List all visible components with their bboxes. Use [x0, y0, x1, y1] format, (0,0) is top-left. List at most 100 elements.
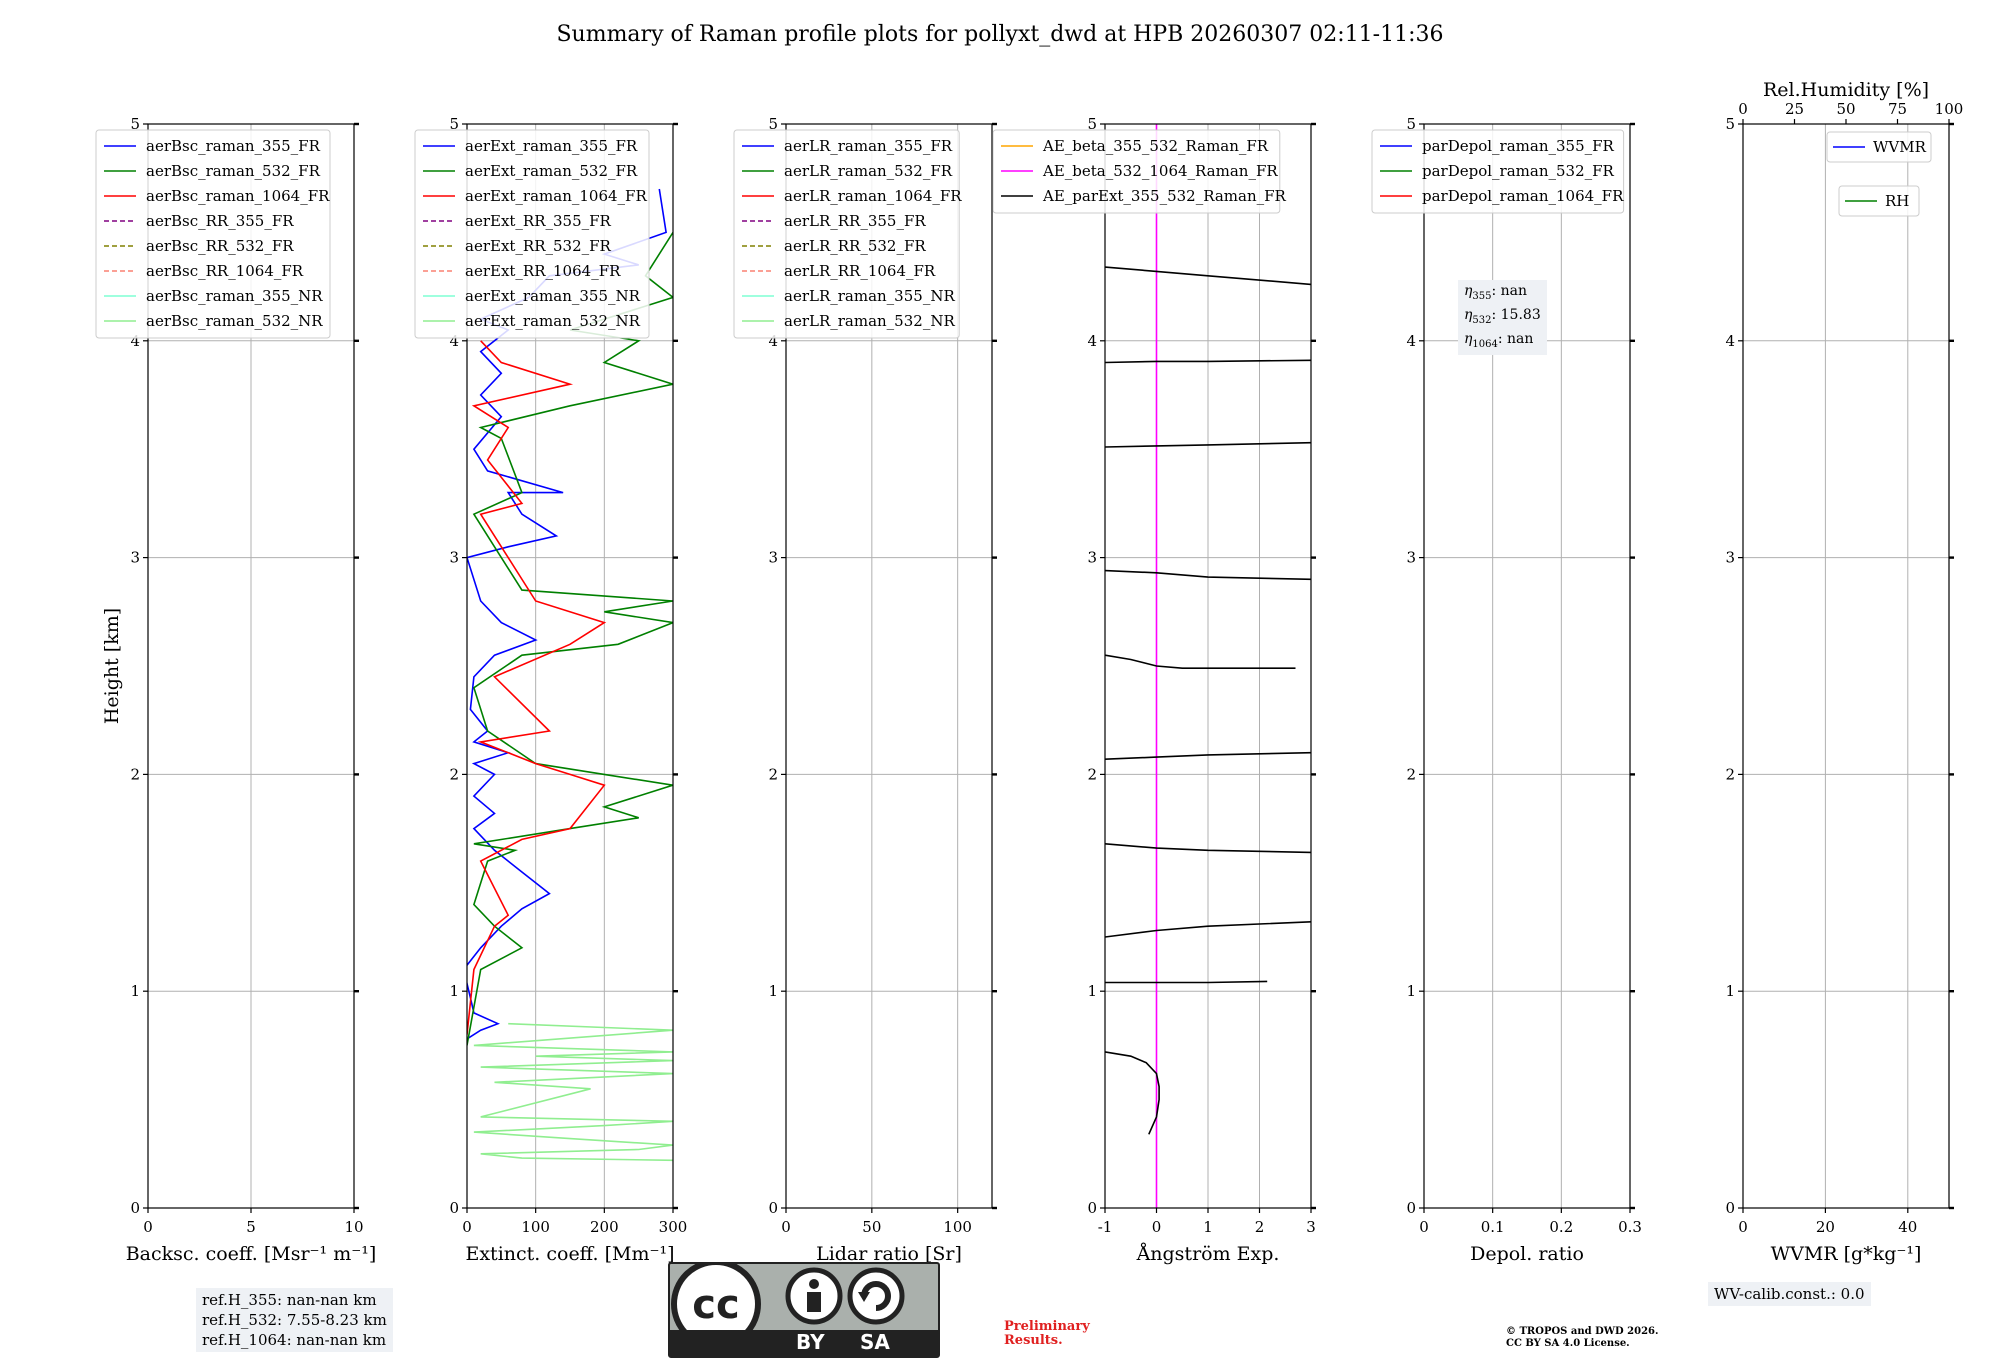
x-tick-label: 0	[1419, 1218, 1429, 1236]
x-axis-label: Ångström Exp.	[1136, 1243, 1280, 1265]
legend-box	[733, 129, 960, 339]
ref-height-355: ref.H_355: nan-nan km	[202, 1291, 377, 1309]
axes-panel-1: 0 1 2 3 4 5 0 5 10 Backsc. coeff. [Msr⁻¹ m⁻¹] Heig…	[95, 115, 377, 1265]
x-axis-label: WVMR [g*kg⁻¹]	[1771, 1243, 1922, 1265]
y-tick-label: 0	[449, 1199, 459, 1217]
series-line-AE_parExt_355_532_Raman_FR	[1105, 843, 1311, 854]
legend-label: AE_parExt_355_532_Raman_FR	[1042, 187, 1287, 205]
legend-label: aerBsc_RR_355_FR	[146, 212, 294, 230]
y-tick-label: 0	[768, 1199, 778, 1217]
y-tick-label: 2	[1725, 765, 1735, 783]
axes-frame	[1742, 123, 1950, 1209]
eta-355: η355: nan	[1464, 283, 1528, 302]
x-tick-label: 50	[862, 1218, 881, 1236]
x-tick-label: 0	[143, 1218, 153, 1236]
series-line-aerExt_raman_355_FR	[467, 188, 667, 1040]
series-line-aerExt_raman_1064_FR	[467, 340, 607, 1035]
series-line-aerExt_raman_532_FR	[467, 231, 673, 1046]
reference-height-box: ref.H_355: nan-nan km ref.H_532: 7.55-8.…	[196, 1288, 393, 1352]
legend-label: WVMR	[1873, 138, 1927, 156]
y-tick-label: 1	[768, 982, 778, 1000]
x2-tick-label: 0	[1738, 100, 1748, 118]
x-tick-label: 2	[1255, 1218, 1265, 1236]
x-tick-label: 100	[521, 1218, 550, 1236]
eta-box: η355: nan η532: 15.83 η1064: nan	[1458, 280, 1547, 356]
legend-box	[992, 129, 1281, 214]
axes-panel-2: 0 1 2 3 4 5 0 100 200 300 Extinct. coeff. [Mm⁻¹] ae…	[414, 115, 688, 1265]
y-tick-label: 4	[449, 332, 459, 350]
x-tick-label: 0	[1152, 1218, 1162, 1236]
license-sa-label: SA	[860, 1330, 890, 1354]
y-tick-label: 0	[1725, 1199, 1735, 1217]
x-tick-label: 3	[1306, 1218, 1316, 1236]
x-tick-label: 0	[1738, 1218, 1748, 1236]
legend-label: parDepol_raman_1064_FR	[1422, 187, 1624, 205]
x2-tick-label: 50	[1836, 100, 1855, 118]
ref-height-532: ref.H_532: 7.55-8.23 km	[202, 1311, 387, 1329]
legend-label: aerExt_raman_355_NR	[465, 287, 641, 305]
copyright-line-1: © TROPOS and DWD 2026.	[1506, 1326, 1659, 1337]
legend-label: aerBsc_raman_355_FR	[146, 137, 321, 155]
x2-tick-label: 25	[1785, 100, 1804, 118]
y-axis-label: Height [km]	[101, 608, 123, 724]
legend-label: aerLR_raman_355_NR	[784, 287, 955, 305]
y-tick-label: 5	[130, 115, 140, 133]
y-tick-label: 4	[1725, 332, 1735, 350]
y-tick-label: 5	[449, 115, 459, 133]
x-axis-label: Backsc. coeff. [Msr⁻¹ m⁻¹]	[126, 1243, 377, 1265]
x-tick-label: 0	[781, 1218, 791, 1236]
legend-label: aerExt_raman_532_NR	[465, 312, 641, 330]
sa-share-icon	[847, 1267, 905, 1325]
series-line-AE_parExt_355_532_Raman_FR	[1105, 441, 1311, 448]
legend-label: aerExt_raman_355_FR	[465, 137, 638, 155]
x-tick-label: 0	[462, 1218, 472, 1236]
y-tick-label: 0	[1087, 1199, 1097, 1217]
y-tick-label: 2	[768, 765, 778, 783]
x-tick-label: 300	[659, 1218, 688, 1236]
y-tick-label: 3	[1725, 549, 1735, 567]
series-line-AE_parExt_355_532_Raman_FR	[1105, 359, 1311, 364]
x-tick-label: 40	[1898, 1218, 1917, 1236]
x-tick-label: 0.3	[1618, 1218, 1642, 1236]
x2-tick-label: 75	[1888, 100, 1907, 118]
y-tick-label: 3	[1406, 549, 1416, 567]
legend-label: aerLR_raman_532_NR	[784, 312, 955, 330]
x-tick-label: 5	[246, 1218, 256, 1236]
y-tick-label: 3	[1087, 549, 1097, 567]
y-tick-label: 1	[130, 982, 140, 1000]
legend-label: AE_beta_355_532_Raman_FR	[1042, 137, 1269, 155]
legend-label: parDepol_raman_355_FR	[1422, 137, 1615, 155]
legend-label: aerBsc_raman_532_NR	[146, 312, 323, 330]
x-tick-label: -1	[1098, 1218, 1113, 1236]
x-tick-label: 0.1	[1481, 1218, 1505, 1236]
legend-label: aerLR_RR_355_FR	[784, 212, 926, 230]
copyright-line-2: CC BY SA 4.0 License.	[1506, 1338, 1630, 1349]
legend-box	[1371, 129, 1625, 214]
legend-label: aerLR_RR_532_FR	[784, 237, 926, 255]
y-tick-label: 5	[1406, 115, 1416, 133]
legend-box	[414, 129, 650, 339]
axes-frame	[1423, 123, 1631, 1209]
x-axis-label: Depol. ratio	[1470, 1243, 1584, 1265]
y-tick-label: 3	[449, 549, 459, 567]
cc-logo-icon: cc	[671, 1264, 905, 1330]
legend-label: aerBsc_raman_532_FR	[146, 162, 321, 180]
y-tick-label: 1	[1406, 982, 1416, 1000]
x-tick-label: 100	[943, 1218, 972, 1236]
legend-label: aerLR_raman_1064_FR	[784, 187, 962, 205]
series-line-aerExt_raman_532_NR	[473, 1022, 673, 1162]
legend-label: AE_beta_532_1064_Raman_FR	[1042, 162, 1278, 180]
y-tick-label: 1	[449, 982, 459, 1000]
ref-height-1064: ref.H_1064: nan-nan km	[202, 1331, 387, 1349]
series-line-AE_parExt_355_532_Raman_FR	[1105, 921, 1311, 938]
wv-calib-box: WV-calib.const.: 0.0	[1708, 1282, 1871, 1306]
preliminary-note: Preliminary Results.	[1004, 1320, 1090, 1348]
y-tick-label: 2	[130, 765, 140, 783]
y-tick-label: 5	[768, 115, 778, 133]
x-tick-label: 1	[1203, 1218, 1213, 1236]
axes-frame	[785, 123, 993, 1209]
y-tick-label: 0	[130, 1199, 140, 1217]
